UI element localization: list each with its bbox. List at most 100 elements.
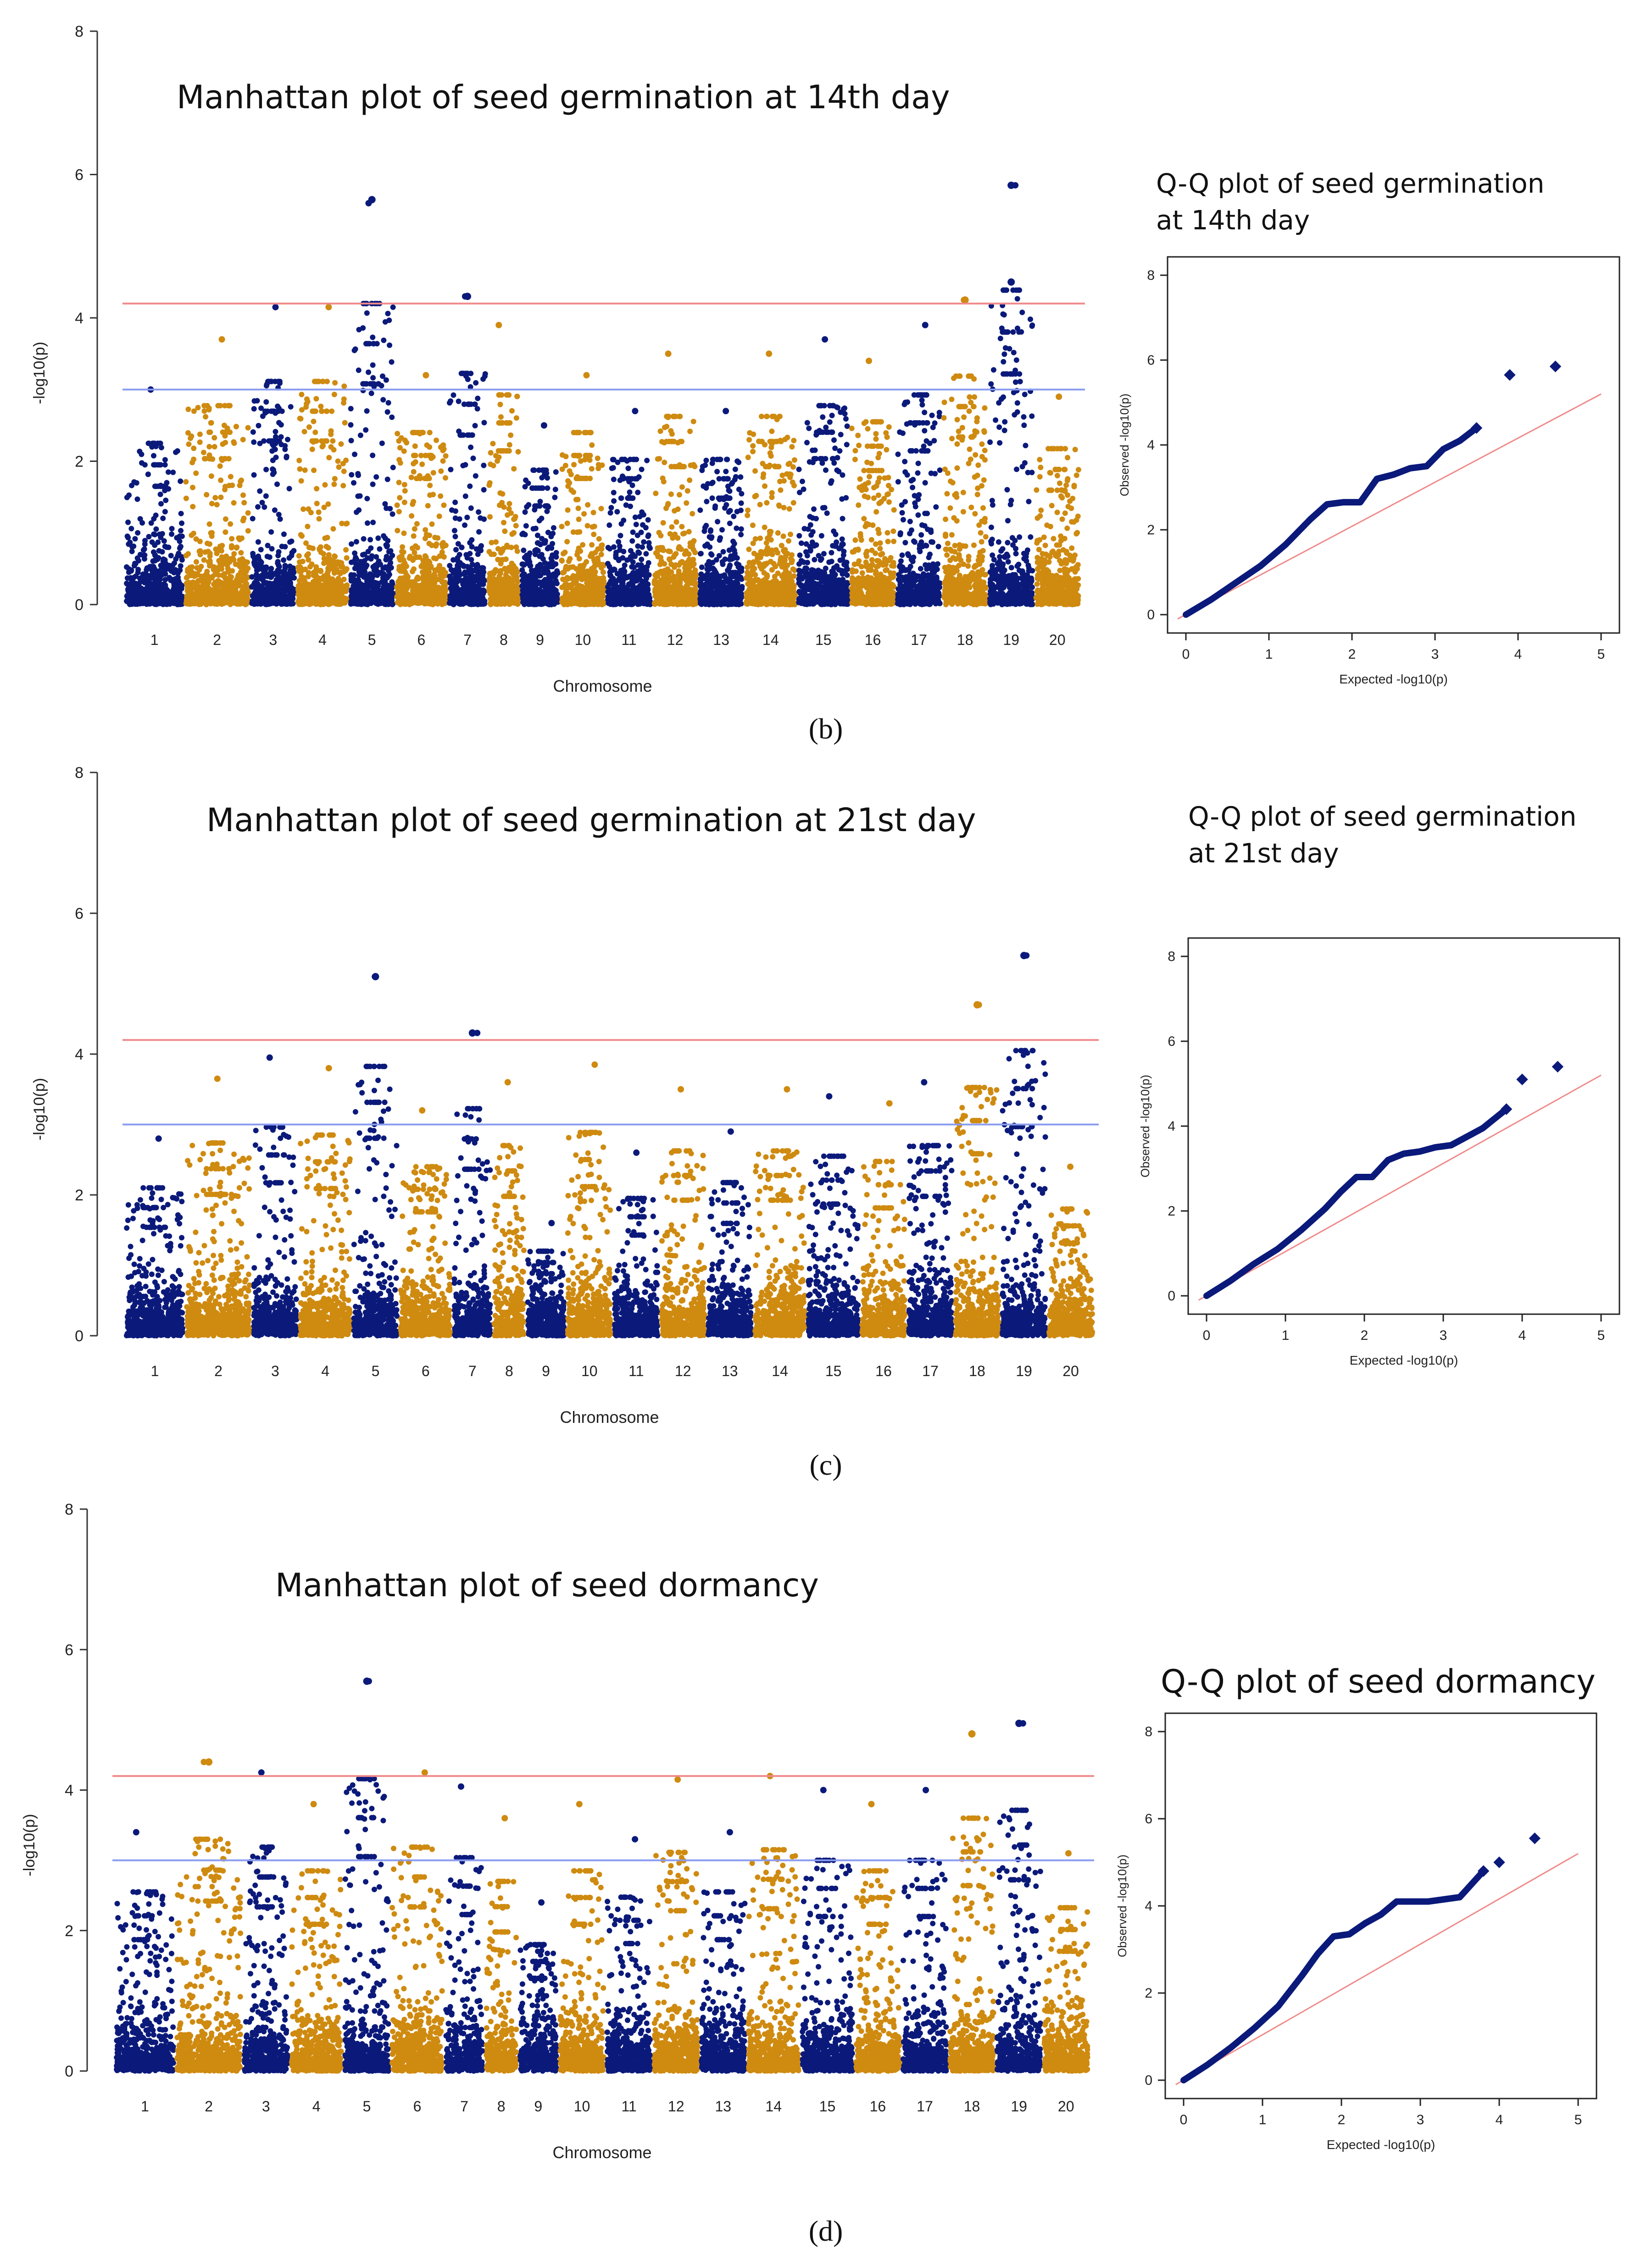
manhattan-b-snp-point (581, 511, 587, 517)
manhattan-b-snp-point (251, 439, 257, 445)
manhattan-b-snp-point (207, 558, 213, 564)
manhattan-b-snp-point (580, 592, 586, 598)
manhattan-b-snp-point (396, 479, 402, 485)
manhattan-b-snp-point (211, 601, 217, 607)
manhattan-b-snp-point (156, 555, 161, 561)
manhattan-b-snp-point (220, 441, 226, 447)
manhattan-b-snp-point (464, 564, 470, 570)
manhattan-b-snp-point (563, 593, 569, 599)
manhattan-b-snp-point (275, 567, 281, 573)
manhattan-b-snp-point (206, 586, 212, 592)
manhattan-b-snp-point (343, 457, 349, 463)
manhattan-b-snp-point (364, 408, 370, 414)
manhattan-b-snp-point (489, 539, 495, 545)
manhattan-b-snp-point (306, 582, 312, 588)
manhattan-b-snp-point (474, 561, 480, 567)
manhattan-b-snp-point (600, 561, 606, 567)
manhattan-b-snp-point (268, 529, 274, 535)
manhattan-b-snp-point (328, 444, 334, 450)
manhattan-b-snp-point (389, 359, 395, 365)
manhattan-b-snp-point (370, 519, 376, 525)
manhattan-b-snp-point (488, 551, 494, 557)
manhattan-b-snp-point (414, 521, 420, 527)
manhattan-b-snp-point (377, 546, 383, 552)
manhattan-b-snp-point (357, 432, 363, 438)
manhattan-b-snp-point (124, 580, 130, 586)
manhattan-b-snp-point (385, 400, 391, 406)
manhattan-b-snp-point (370, 564, 376, 570)
manhattan-b-snp-point (153, 526, 159, 532)
manhattan-b-snp-point (251, 406, 257, 412)
manhattan-b-snp-point (382, 535, 388, 541)
manhattan-b-snp-point (571, 453, 577, 458)
manhattan-b-snp-point (284, 594, 290, 600)
manhattan-b-snp-point (469, 537, 475, 543)
manhattan-b-snp-point (235, 572, 241, 578)
manhattan-b-snp-point (183, 495, 189, 501)
manhattan-b-snp-point (142, 552, 148, 558)
manhattan-b-snp-point (268, 566, 274, 572)
manhattan-b-snp-point (359, 591, 365, 597)
manhattan-b-peak-point (325, 304, 332, 311)
manhattan-b-snp-point (375, 535, 381, 541)
manhattan-b-snp-point (126, 569, 132, 575)
manhattan-b-snp-point (370, 452, 376, 458)
manhattan-b-snp-point (468, 505, 474, 511)
manhattan-b-snp-point (145, 471, 151, 477)
manhattan-b-snp-point (263, 493, 269, 499)
manhattan-b-snp-point (186, 441, 192, 447)
manhattan-b-snp-point (430, 601, 436, 607)
manhattan-b-snp-point (415, 430, 421, 435)
manhattan-b-snp-point (522, 587, 528, 593)
manhattan-b-snp-point (192, 572, 198, 578)
manhattan-b-snp-point (384, 477, 390, 483)
manhattan-b-snp-point (151, 531, 157, 537)
manhattan-b-snp-point (338, 562, 344, 568)
manhattan-b-snp-point (480, 576, 486, 582)
manhattan-b-snp-point (552, 486, 558, 492)
manhattan-b-snp-point (452, 533, 458, 539)
manhattan-b-snp-point (178, 544, 184, 550)
manhattan-b-snp-point (448, 398, 454, 404)
manhattan-b-snp-point (410, 430, 416, 435)
manhattan-b-snp-point (611, 566, 617, 572)
manhattan-b-snp-point (163, 483, 169, 489)
manhattan-b-snp-point (228, 544, 234, 550)
manhattan-b-snp-point (401, 500, 407, 505)
manhattan-b-snp-point (273, 590, 279, 596)
manhattan-b-snp-point (522, 555, 528, 561)
manhattan-b-snp-point (396, 566, 402, 572)
manhattan-b-snp-point (568, 487, 574, 493)
manhattan-b-snp-point (591, 523, 597, 529)
manhattan-b-snp-point (365, 341, 371, 347)
manhattan-b-snp-point (277, 575, 283, 581)
manhattan-b-snp-point (201, 403, 207, 409)
manhattan-b-snp-point (148, 586, 154, 592)
manhattan-b-snp-point (523, 523, 529, 529)
manhattan-b-snp-point (151, 462, 157, 468)
manhattan-b-snp-point (342, 420, 348, 426)
manhattan-b-snp-point (410, 579, 416, 585)
manhattan-b-snp-point (166, 544, 172, 550)
manhattan-b-snp-point (431, 555, 437, 561)
manhattan-b-snp-point (447, 580, 453, 586)
manhattan-b-x-tick-label: 10 (575, 632, 591, 648)
manhattan-b-snp-point (504, 542, 510, 548)
manhattan-b-snp-point (502, 528, 508, 534)
manhattan-b-snp-point (389, 414, 395, 420)
manhattan-b-snp-point (438, 493, 444, 499)
manhattan-b-y-tick-label: 8 (75, 23, 83, 40)
manhattan-b-snp-point (373, 474, 379, 480)
manhattan-b-snp-point (611, 477, 617, 483)
manhattan-b-snp-point (178, 511, 184, 516)
manhattan-b-snp-point (209, 500, 215, 506)
manhattan-b-snp-point (488, 450, 494, 456)
manhattan-b-snp-point (515, 449, 521, 455)
manhattan-b-snp-point (191, 456, 197, 462)
manhattan-b-x-tick-label: 4 (318, 632, 327, 648)
manhattan-b-y-tick-label: 6 (75, 167, 83, 184)
manhattan-b-snp-point (171, 596, 177, 602)
manhattan-b-snp-point (351, 347, 357, 353)
manhattan-b-snp-point (519, 567, 525, 573)
manhattan-b-snp-point (589, 466, 595, 472)
